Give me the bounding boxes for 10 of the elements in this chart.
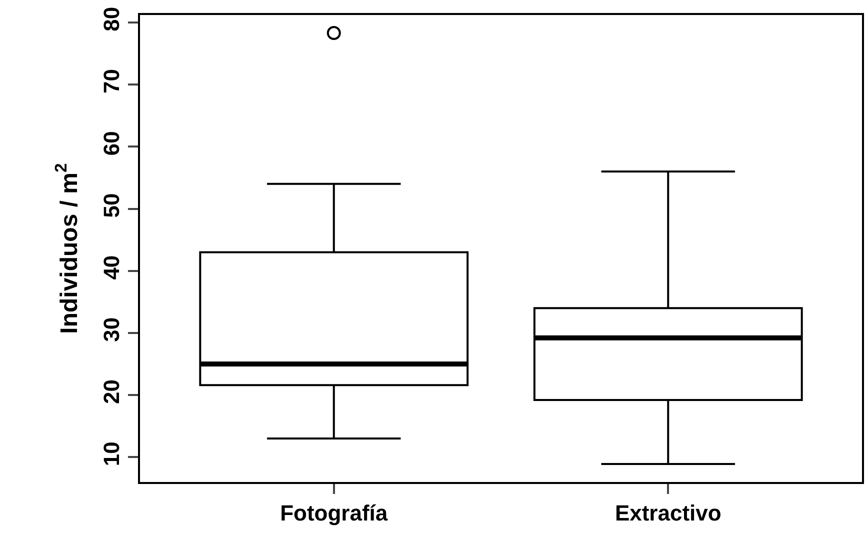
y-tick-label: 10 — [99, 442, 124, 466]
y-tick-label: 70 — [99, 69, 124, 94]
y-tick-label: 60 — [99, 131, 124, 156]
y-tick-label: 50 — [99, 193, 124, 218]
y-tick-label: 20 — [99, 380, 124, 404]
y-tick-label: 30 — [99, 317, 124, 342]
x-tick-label: Fotografía — [280, 500, 388, 526]
x-tick-label: Extractivo — [614, 500, 722, 526]
y-tick-label: 80 — [99, 6, 124, 32]
y-tick-label: 40 — [99, 255, 124, 280]
